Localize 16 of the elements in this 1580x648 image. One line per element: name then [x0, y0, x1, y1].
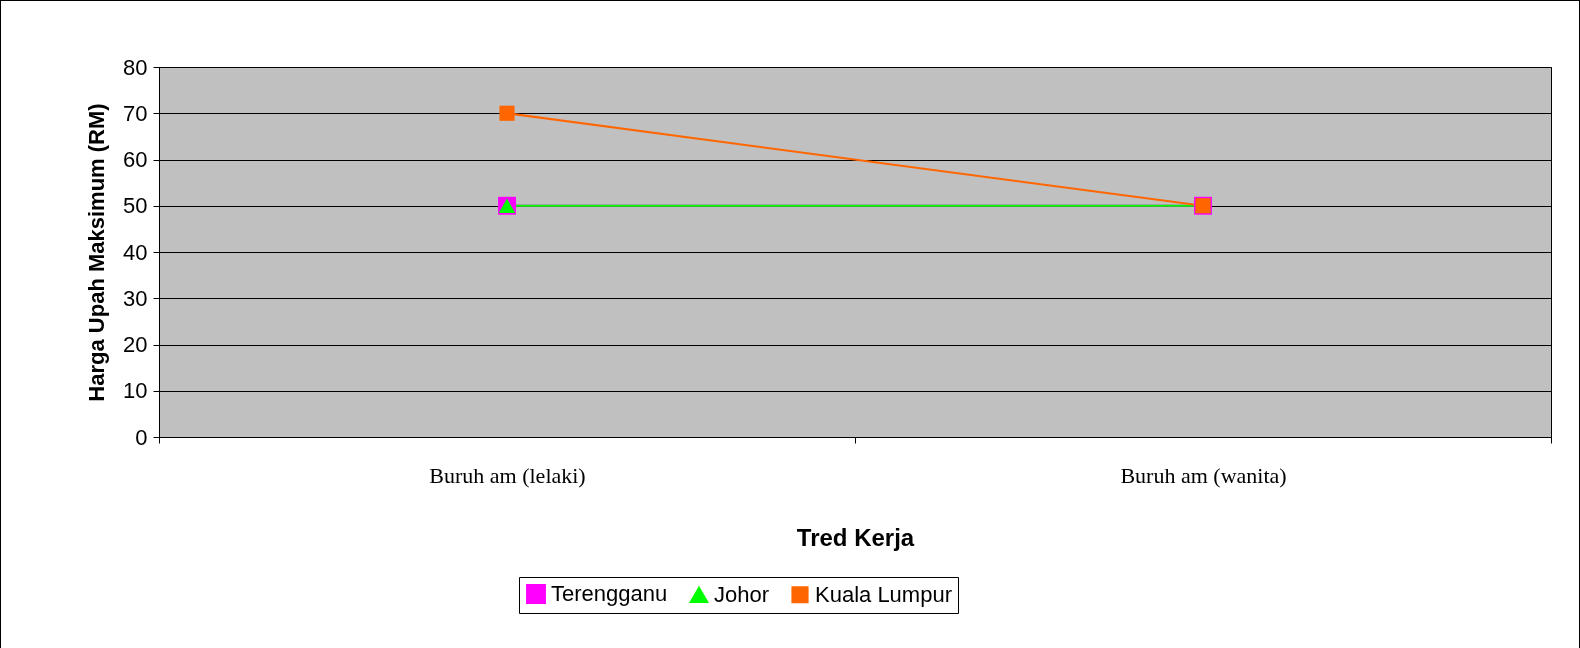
y-axis-title: Harga Upah Maksimum (RM) — [84, 103, 110, 402]
y-tick-label: 0 — [135, 424, 148, 450]
y-tick-label: 10 — [123, 378, 148, 404]
legend-label: Kuala Lumpur — [815, 581, 952, 607]
y-tick-label: 70 — [123, 100, 148, 126]
x-axis-title: Tred Kerja — [796, 523, 915, 551]
x-tick-label: Buruh am (wanita) — [1120, 462, 1287, 488]
y-tick-label: 60 — [123, 147, 148, 172]
y-tick-label: 50 — [123, 193, 148, 219]
y-tick-label: 40 — [123, 239, 148, 265]
legend-label: Johor — [714, 581, 770, 607]
x-tick-label: Buruh am (lelaki) — [429, 462, 586, 488]
legend-label: Terengganu — [551, 581, 668, 607]
y-tick-label: 80 — [123, 54, 148, 80]
y-tick-label: 20 — [123, 332, 148, 357]
y-tick-label: 30 — [123, 285, 148, 311]
